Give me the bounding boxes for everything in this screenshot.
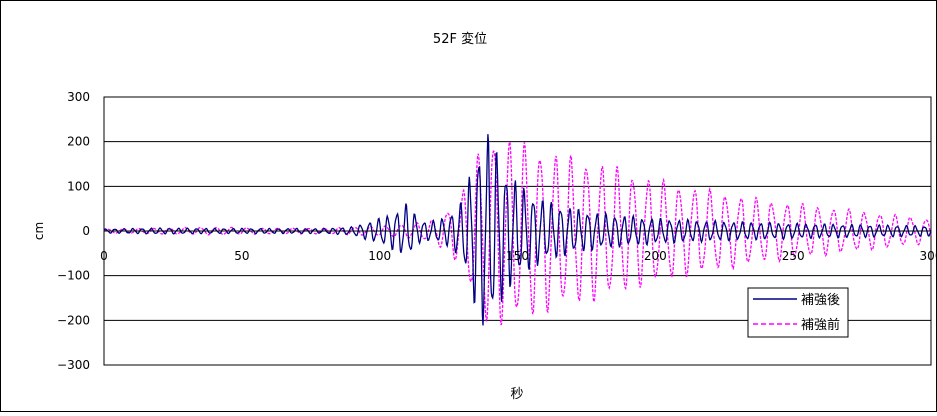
y-tick-label: 0 — [82, 224, 90, 238]
series-line-before — [103, 140, 932, 326]
x-tick-labels: 0 50 100 150 200 250 300 — [100, 249, 937, 263]
legend-label-after: 補強後 — [801, 293, 840, 308]
y-tick-label: −300 — [57, 358, 90, 372]
y-tick-label: −200 — [57, 313, 90, 327]
x-tick-label: 100 — [368, 249, 391, 263]
legend-box — [747, 287, 849, 338]
x-tick-label: 300 — [920, 249, 936, 263]
x-tick-label: 0 — [100, 249, 108, 263]
y-tick-labels: 300 200 100 0 −100 −200 −300 — [57, 90, 90, 372]
x-axis-label: 秒 — [510, 387, 523, 402]
x-tick-label: 50 — [234, 249, 249, 263]
y-tick-label: 200 — [67, 135, 90, 149]
x-tick-label: 250 — [782, 249, 805, 263]
x-tick-label: 150 — [506, 249, 529, 263]
legend: 補強後 補強前 — [747, 287, 849, 338]
chart-title: 52F 変位 — [433, 31, 487, 47]
series-line-after — [103, 134, 932, 326]
x-tick-label: 200 — [644, 249, 667, 263]
y-tick-label: 300 — [67, 90, 90, 104]
series-lines — [103, 134, 932, 326]
legend-label-before: 補強前 — [801, 317, 840, 333]
y-tick-label: 100 — [67, 179, 90, 193]
y-axis-label: cm — [32, 222, 46, 240]
grid-lines — [104, 141, 931, 321]
y-tick-label: −100 — [57, 269, 90, 283]
